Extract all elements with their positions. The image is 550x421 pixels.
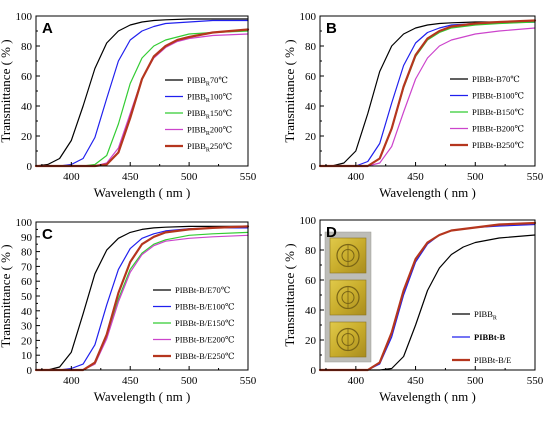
legend-entry: PIBBR70℃ xyxy=(187,75,228,88)
series-line-1 xyxy=(35,225,249,371)
panel-b: 400 450 500 550 0 20 40 60 80 100 Wavelength ( nm … xyxy=(282,11,544,200)
legend-entry: PIBBR xyxy=(474,309,497,322)
y-tick-label: 60 xyxy=(21,71,33,83)
y-tick-label: 40 xyxy=(21,101,33,113)
legend: PIBBR70℃ PIBBR100℃ PIBBR150℃ PIBBR200℃ PIBBR… xyxy=(165,75,232,154)
y-tick-label: 50 xyxy=(21,291,33,303)
panel-label: B xyxy=(326,20,337,37)
panel-a: 400 450 500 550 0 20 40 60 80 100 Wavelength ( nm … xyxy=(0,11,257,200)
x-tick-label: 500 xyxy=(181,375,198,387)
x-tick-label: 550 xyxy=(527,375,544,387)
y-tick-label: 30 xyxy=(21,321,33,333)
sample-photo-inset xyxy=(324,231,372,363)
y-axis-title: Transmittance ( % ) xyxy=(0,244,13,347)
series-line-4 xyxy=(319,27,536,167)
y-tick-label: 100 xyxy=(16,217,33,229)
legend-entry: PIBBt-B/E250℃ xyxy=(175,351,235,361)
x-tick-label: 500 xyxy=(467,171,484,183)
x-tick-label: 400 xyxy=(348,375,365,387)
series-line-2 xyxy=(35,19,249,167)
y-tick-label: 0 xyxy=(311,161,317,173)
y-tick-label: 0 xyxy=(27,365,33,377)
x-axis-title: Wavelength ( nm ) xyxy=(379,185,476,200)
x-tick-label: 550 xyxy=(240,171,257,183)
x-tick-label: 450 xyxy=(407,375,424,387)
legend-entry: PIBBt-B70℃ xyxy=(472,74,520,84)
film-sample xyxy=(329,237,367,274)
x-tick-label: 550 xyxy=(527,171,544,183)
y-tick-label: 100 xyxy=(300,11,317,23)
film-sample xyxy=(329,321,367,358)
x-axis-title: Wavelength ( nm ) xyxy=(379,389,476,404)
y-tick-label: 10 xyxy=(21,350,33,362)
x-axis-title: Wavelength ( nm ) xyxy=(94,389,191,404)
y-tick-label: 90 xyxy=(21,232,33,244)
y-tick-label: 100 xyxy=(16,11,33,23)
x-tick-label: 400 xyxy=(63,171,80,183)
series-line-1 xyxy=(319,234,536,371)
legend-entry: PIBBR100℃ xyxy=(187,92,232,105)
y-axis-title: Transmittance ( % ) xyxy=(282,243,297,346)
legend: PIBBR PIBBt-B PIBBt-B/E xyxy=(452,309,511,365)
series-line-5 xyxy=(34,28,250,168)
y-tick-label: 80 xyxy=(21,41,33,53)
legend-entry: PIBBR200℃ xyxy=(187,125,232,138)
legend-entry: PIBBt-B/E xyxy=(474,355,511,365)
legend-entry: PIBBt-B/E100℃ xyxy=(175,302,235,312)
legend: PIBBt-B/E70℃ PIBBt-B/E100℃ PIBBt-B/E150℃ PI… xyxy=(153,285,235,361)
y-tick-label: 40 xyxy=(305,305,317,317)
y-tick-label: 40 xyxy=(305,101,317,113)
legend-entry: PIBBt-B200℃ xyxy=(472,124,524,134)
series-line-1 xyxy=(319,21,536,167)
legend-entry: PIBBt-B150℃ xyxy=(472,107,524,117)
y-tick-label: 60 xyxy=(21,276,33,288)
x-tick-label: 450 xyxy=(122,171,139,183)
x-tick-label: 550 xyxy=(240,375,257,387)
y-tick-label: 80 xyxy=(21,247,33,259)
legend-entry: PIBBR250℃ xyxy=(187,141,232,154)
x-axis-title: Wavelength ( nm ) xyxy=(94,185,191,200)
panel-d: 400 450 500 550 0 20 40 60 80 100 Wavelength ( nm … xyxy=(282,215,544,404)
y-tick-label: 80 xyxy=(305,245,317,257)
legend: PIBBt-B70℃ PIBBt-B100℃ PIBBt-B150℃ PIBBt-B2… xyxy=(450,74,524,150)
x-tick-label: 450 xyxy=(407,171,424,183)
x-tick-label: 400 xyxy=(348,171,365,183)
film-sample xyxy=(329,279,367,316)
panel-label: D xyxy=(326,224,337,241)
legend-entry: PIBBt-B/E70℃ xyxy=(175,285,230,295)
x-tick-label: 400 xyxy=(63,375,80,387)
y-tick-label: 20 xyxy=(21,131,33,143)
y-tick-label: 20 xyxy=(21,335,33,347)
y-tick-label: 100 xyxy=(300,215,317,227)
legend-entry: PIBBR150℃ xyxy=(187,108,232,121)
legend-entry: PIBBt-B/E150℃ xyxy=(175,318,235,328)
x-tick-label: 500 xyxy=(467,375,484,387)
y-tick-label: 0 xyxy=(311,365,317,377)
x-tick-label: 500 xyxy=(181,171,198,183)
legend-entry: PIBBt-B250℃ xyxy=(472,140,524,150)
series-line-3 xyxy=(35,30,249,167)
y-tick-label: 80 xyxy=(305,41,317,53)
series-line-3 xyxy=(318,221,537,372)
y-tick-label: 60 xyxy=(305,71,317,83)
series-line-1 xyxy=(35,18,249,167)
legend-entry: PIBBt-B xyxy=(474,332,506,342)
x-tick-label: 450 xyxy=(122,375,139,387)
panel-c: 400 450 500 550 0 10 20 30 40 50 60 70 80 90 100 Wavele… xyxy=(0,217,257,404)
y-axis-title: Transmittance ( % ) xyxy=(282,39,297,142)
y-tick-label: 20 xyxy=(305,131,317,143)
y-tick-label: 40 xyxy=(21,306,33,318)
legend-entry: PIBBt-B100℃ xyxy=(472,91,524,101)
legend-entry: PIBBt-B/E200℃ xyxy=(175,335,235,345)
y-axis-title: Transmittance ( % ) xyxy=(0,39,13,142)
panel-label: A xyxy=(42,20,53,37)
y-tick-label: 20 xyxy=(305,335,317,347)
y-tick-label: 60 xyxy=(305,275,317,287)
panel-label: C xyxy=(42,226,53,243)
series-line-2 xyxy=(35,227,249,371)
y-tick-label: 70 xyxy=(21,261,33,273)
y-tick-label: 0 xyxy=(27,161,33,173)
series-line-5 xyxy=(34,225,250,372)
